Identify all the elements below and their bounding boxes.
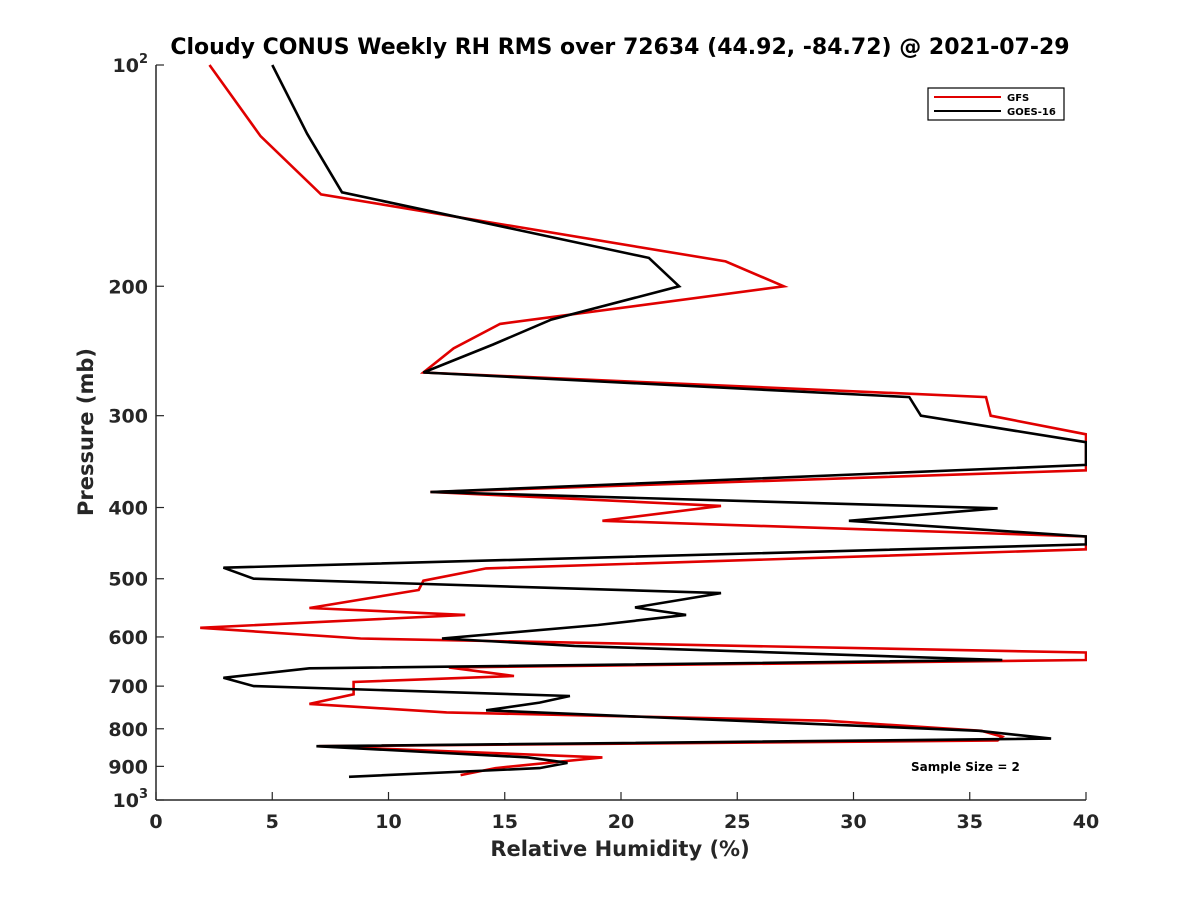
- x-tick-label: 0: [149, 811, 162, 833]
- x-tick-label: 10: [375, 811, 401, 833]
- y-tick-label: 500: [108, 569, 148, 591]
- chart-title: Cloudy CONUS Weekly RH RMS over 72634 (4…: [170, 35, 1069, 60]
- x-axis-label: Relative Humidity (%): [490, 837, 749, 861]
- x-tick-label: 5: [266, 811, 279, 833]
- y-tick-label: 700: [108, 676, 148, 698]
- legend: GFS GOES-16: [927, 87, 1065, 121]
- y-tick-label: 600: [108, 627, 148, 649]
- legend-box: [927, 87, 1065, 121]
- y-tick-label: 400: [108, 498, 148, 520]
- x-tick-label: 25: [724, 811, 750, 833]
- legend-label-gfs: GFS: [1007, 93, 1029, 104]
- y-tick-label: 800: [108, 719, 148, 741]
- x-tick-label: 35: [957, 811, 983, 833]
- y-tick-label: 102: [113, 52, 149, 77]
- plot-area: 0 5 10 15 20 25 30 35 40 102 200 300 400 500 600 700 800…: [108, 52, 1099, 833]
- y-axis-label: Pressure (mb): [74, 348, 98, 516]
- y-tick-label: 900: [108, 756, 148, 778]
- legend-label-goes-16: GOES-16: [1007, 107, 1056, 118]
- y-tick-label: 300: [108, 406, 148, 428]
- y-tick-label: 200: [108, 276, 148, 298]
- series-line-gfs: [200, 64, 1087, 777]
- x-tick-label: 20: [608, 811, 634, 833]
- series-line-goes-16: [222, 64, 1087, 779]
- x-tick-label: 15: [492, 811, 518, 833]
- sample-size-annotation: Sample Size = 2: [911, 760, 1020, 774]
- x-tick-label: 40: [1073, 811, 1099, 833]
- x-tick-label: 30: [840, 811, 866, 833]
